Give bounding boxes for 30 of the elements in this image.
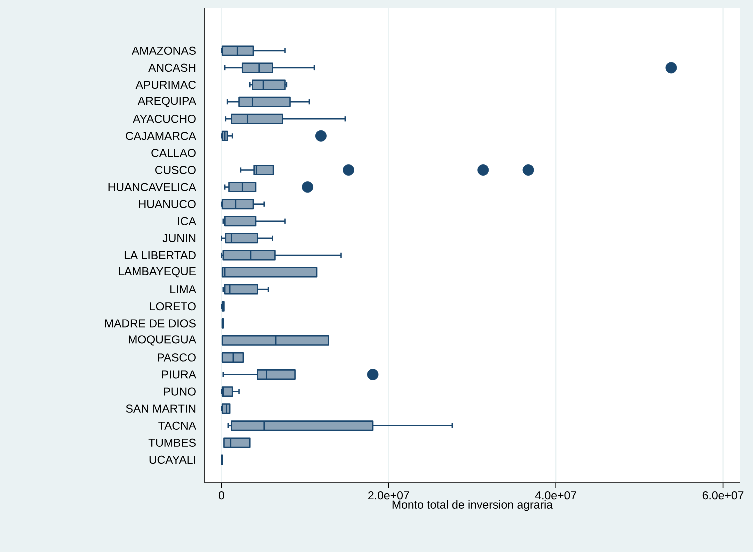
y-tick-label: LAMBAYEQUE [119,267,196,278]
y-tick-label: JUNIN [162,234,196,242]
y-tick-label: AREQUIPA [138,96,196,108]
y-tick-label: CAJAMARCA [126,132,196,140]
y-tick-label: HUANUCO [139,200,196,208]
y-tick-label: LA LIBERTAD [124,252,196,260]
y-tick-label: SAN MARTIN [126,404,196,413]
y-tick-label: MADRE DE DIOS [105,320,196,328]
y-tick-label: CUSCO [156,166,196,174]
y-tick-label: PUNO [164,388,196,396]
x-tick-label: 4.0e+07 [535,492,576,500]
y-tick-label: PASCO [158,354,196,362]
y-tick-label: LORETO [150,302,196,311]
x-tick-label: 2.0e+07 [368,492,410,500]
y-tick-label: PIURA [162,370,196,379]
y-tick-label: APURIMAC [136,80,196,90]
y-tick-label: CALLAO [152,149,196,158]
x-tick-label: 0 [218,492,224,500]
y-tick-label: ICA [178,217,196,226]
y-tick-label: HUANCAVELICA [108,183,196,192]
y-tick-label: MOQUEGUA [129,336,196,346]
x-tick-label: 6.0e+07 [702,492,744,500]
x-axis-title: Monto total de inversion agraria [392,500,554,512]
y-tick-label: UCAYALI [150,456,196,464]
y-tick-label: TUMBES [148,438,196,448]
y-tick-label: AMAZONAS [132,46,196,56]
y-tick-label: AYACUCHO [133,115,196,124]
y-tick-label: LIMA [170,286,196,294]
y-tick-label: TACNA [158,422,196,430]
y-tick-label: ANCASH [148,64,196,72]
